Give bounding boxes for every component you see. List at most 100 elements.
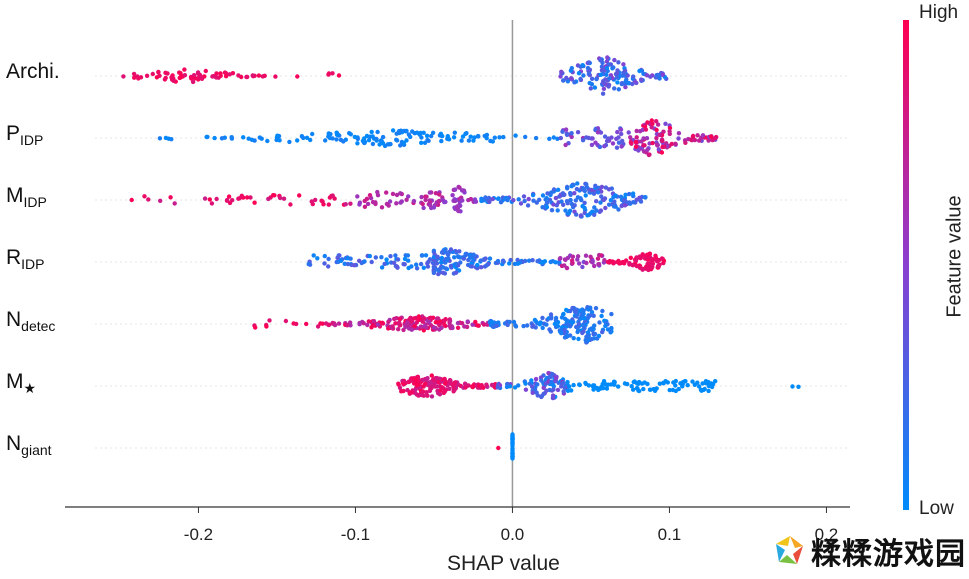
shap-point [507,319,512,325]
shap-point [640,252,645,257]
feature-label: Ngiant [6,432,52,458]
shap-point [265,138,270,144]
shap-point [384,190,389,195]
shap-point [584,260,589,266]
shap-point [581,311,586,316]
shap-point [380,134,386,140]
shap-point [397,317,403,322]
x-tick-label: 0.0 [501,525,525,544]
feature-label-name: P [6,122,21,145]
shap-point [526,258,532,263]
shap-point [568,190,573,196]
shap-point [673,141,678,146]
shap-point [315,256,320,261]
shap-point [428,385,433,390]
shap-point [615,80,620,85]
shap-point [581,308,586,313]
shap-point [565,388,571,393]
shap-point [589,336,595,342]
shap-point [605,55,610,60]
shap-point [663,121,668,127]
shap-point [647,152,652,157]
shap-point [414,266,420,271]
shap-point [627,191,632,197]
shap-point [382,143,388,149]
shap-point [435,316,441,321]
shap-point [336,321,342,326]
shap-point [616,207,621,212]
shap-point [129,197,134,203]
shap-point [427,203,433,208]
shap-point [609,135,614,140]
shap-point [619,203,624,209]
shap-point [379,205,385,210]
shap-point [367,253,372,259]
shap-point [573,198,578,203]
shap-point [521,194,527,199]
shap-point [600,91,606,96]
shap-point [478,258,484,263]
shap-point [422,381,428,387]
shap-point [647,387,653,392]
shap-point [371,319,377,324]
shap-point [628,140,634,145]
shap-point [655,263,661,269]
shap-point [361,321,366,326]
shap-point [645,120,650,125]
shap-point [569,76,574,81]
shap-point [163,75,168,81]
shap-point [630,262,636,268]
shap-point [549,316,554,321]
shap-point [297,193,302,198]
shap-point [424,325,429,330]
shap-point [404,197,409,202]
shap-point [469,264,474,269]
shap-point [497,135,502,140]
shap-point [226,194,232,199]
shap-point [433,267,439,272]
shap-point [322,261,327,266]
shap-point [397,320,402,325]
shap-point [338,258,344,263]
shap-point [631,387,636,392]
shap-point [212,135,217,141]
shap-point [575,181,580,186]
shap-point [575,130,581,135]
shap-point [144,73,150,79]
shap-point [670,387,676,393]
shap-point [446,137,452,142]
shap-point [582,316,587,321]
shap-point [650,264,655,270]
shap-point [157,73,162,79]
shap-point [291,321,296,326]
shap-point [601,386,606,391]
shap-point [645,147,650,153]
shap-point [563,208,568,213]
shap-point [559,331,564,336]
shap-point [547,327,552,332]
shap-point [442,389,447,394]
shap-point [347,131,352,136]
shap-point [375,322,381,327]
shap-point [592,212,597,217]
shap-point [326,71,332,76]
shap-point [455,320,461,326]
x-axis-ticks: -0.2 -0.1 0.0 0.1 0.2 [184,507,838,544]
shap-point [608,198,614,203]
shap-point [495,385,500,390]
shap-point [643,195,648,200]
shap-point [394,264,400,269]
shap-point [424,133,430,138]
shap-point [362,198,367,204]
shap-point [195,70,201,75]
shap-point [450,193,455,198]
shap-point [375,129,380,135]
x-tick-label: -0.1 [341,525,370,544]
shap-point [667,125,673,131]
shap-point [202,196,208,201]
shap-point [533,319,539,324]
shap-point [421,130,426,135]
feature-label-name: R [6,246,22,269]
shap-point [630,81,635,87]
shap-point [565,79,571,84]
